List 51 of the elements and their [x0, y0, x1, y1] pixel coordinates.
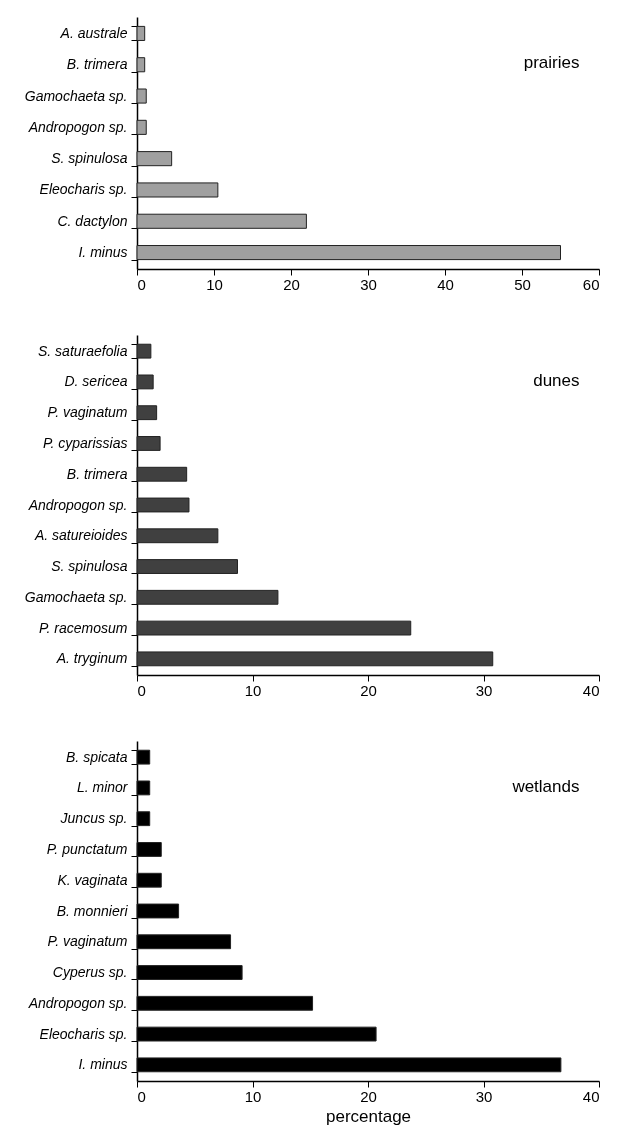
x-tick-label: 0	[137, 1087, 146, 1105]
y-tick-label: P. vaginatum	[47, 404, 128, 421]
y-tick-label: Andropogon sp.	[27, 994, 128, 1011]
y-tick-label: L. minor	[76, 779, 129, 796]
x-tick-label: 30	[360, 275, 377, 293]
y-tick-label: Cyperus sp.	[52, 964, 128, 981]
y-tick-label: P. punctatum	[46, 840, 128, 857]
x-tick-label: 20	[283, 275, 300, 293]
x-tick-label: 0	[137, 681, 146, 699]
y-tick-label: A. satureioides	[33, 527, 128, 544]
x-tick-label: 20	[360, 681, 377, 699]
text: dunes	[533, 371, 580, 390]
x-tick-label: 40	[437, 275, 454, 293]
y-tick-label: I. minus	[78, 244, 128, 261]
y-tick-label: P. vaginatum	[47, 933, 128, 950]
y-tick-label: Gamochaeta sp.	[24, 588, 128, 605]
y-tick-label: D. sericea	[64, 373, 128, 390]
x-tick-label: 10	[244, 1087, 262, 1105]
y-tick-label: Gamochaeta sp.	[24, 87, 128, 104]
y-tick-label: B. spicata	[66, 748, 128, 765]
y-tick-label: A. australe	[59, 24, 128, 41]
y-tick-label: S. saturaefolia	[38, 342, 128, 359]
y-tick-label: A. tryginum	[55, 650, 128, 667]
x-tick-label: 60	[582, 275, 600, 293]
y-tick-label: B. trimera	[66, 465, 128, 482]
x-tick-label: 50	[514, 275, 531, 293]
y-tick-label: I. minus	[78, 1056, 128, 1073]
x-axis-title: percentage	[325, 1106, 412, 1126]
y-tick-label: P. racemosum	[39, 619, 128, 636]
text: prairies	[523, 53, 580, 72]
y-tick-label: S. spinulosa	[51, 150, 128, 167]
y-tick-label: C. dactylon	[57, 212, 128, 229]
y-tick-label: P. cyparissias	[42, 434, 128, 451]
x-tick-label: 30	[475, 1087, 493, 1105]
y-tick-label: S. spinulosa	[51, 558, 128, 575]
y-tick-label: Andropogon sp.	[27, 118, 128, 135]
text: wetlands	[511, 777, 580, 796]
x-tick-label: 10	[206, 275, 223, 293]
y-tick-label: Eleocharis sp.	[39, 181, 128, 198]
x-tick-label: 10	[244, 681, 262, 699]
y-tick-label: K. vaginata	[57, 871, 128, 888]
x-tick-label: 40	[582, 681, 600, 699]
y-tick-label: B. monnieri	[56, 902, 129, 919]
x-tick-label: 30	[475, 681, 493, 699]
y-tick-label: B. trimera	[66, 56, 128, 73]
x-tick-label: 40	[582, 1087, 600, 1105]
x-tick-label: 0	[137, 275, 146, 293]
y-tick-label: Eleocharis sp.	[39, 1025, 128, 1042]
x-tick-label: 20	[360, 1087, 377, 1105]
y-tick-label: Juncus sp.	[59, 810, 128, 827]
y-tick-label: Andropogon sp.	[27, 496, 128, 513]
